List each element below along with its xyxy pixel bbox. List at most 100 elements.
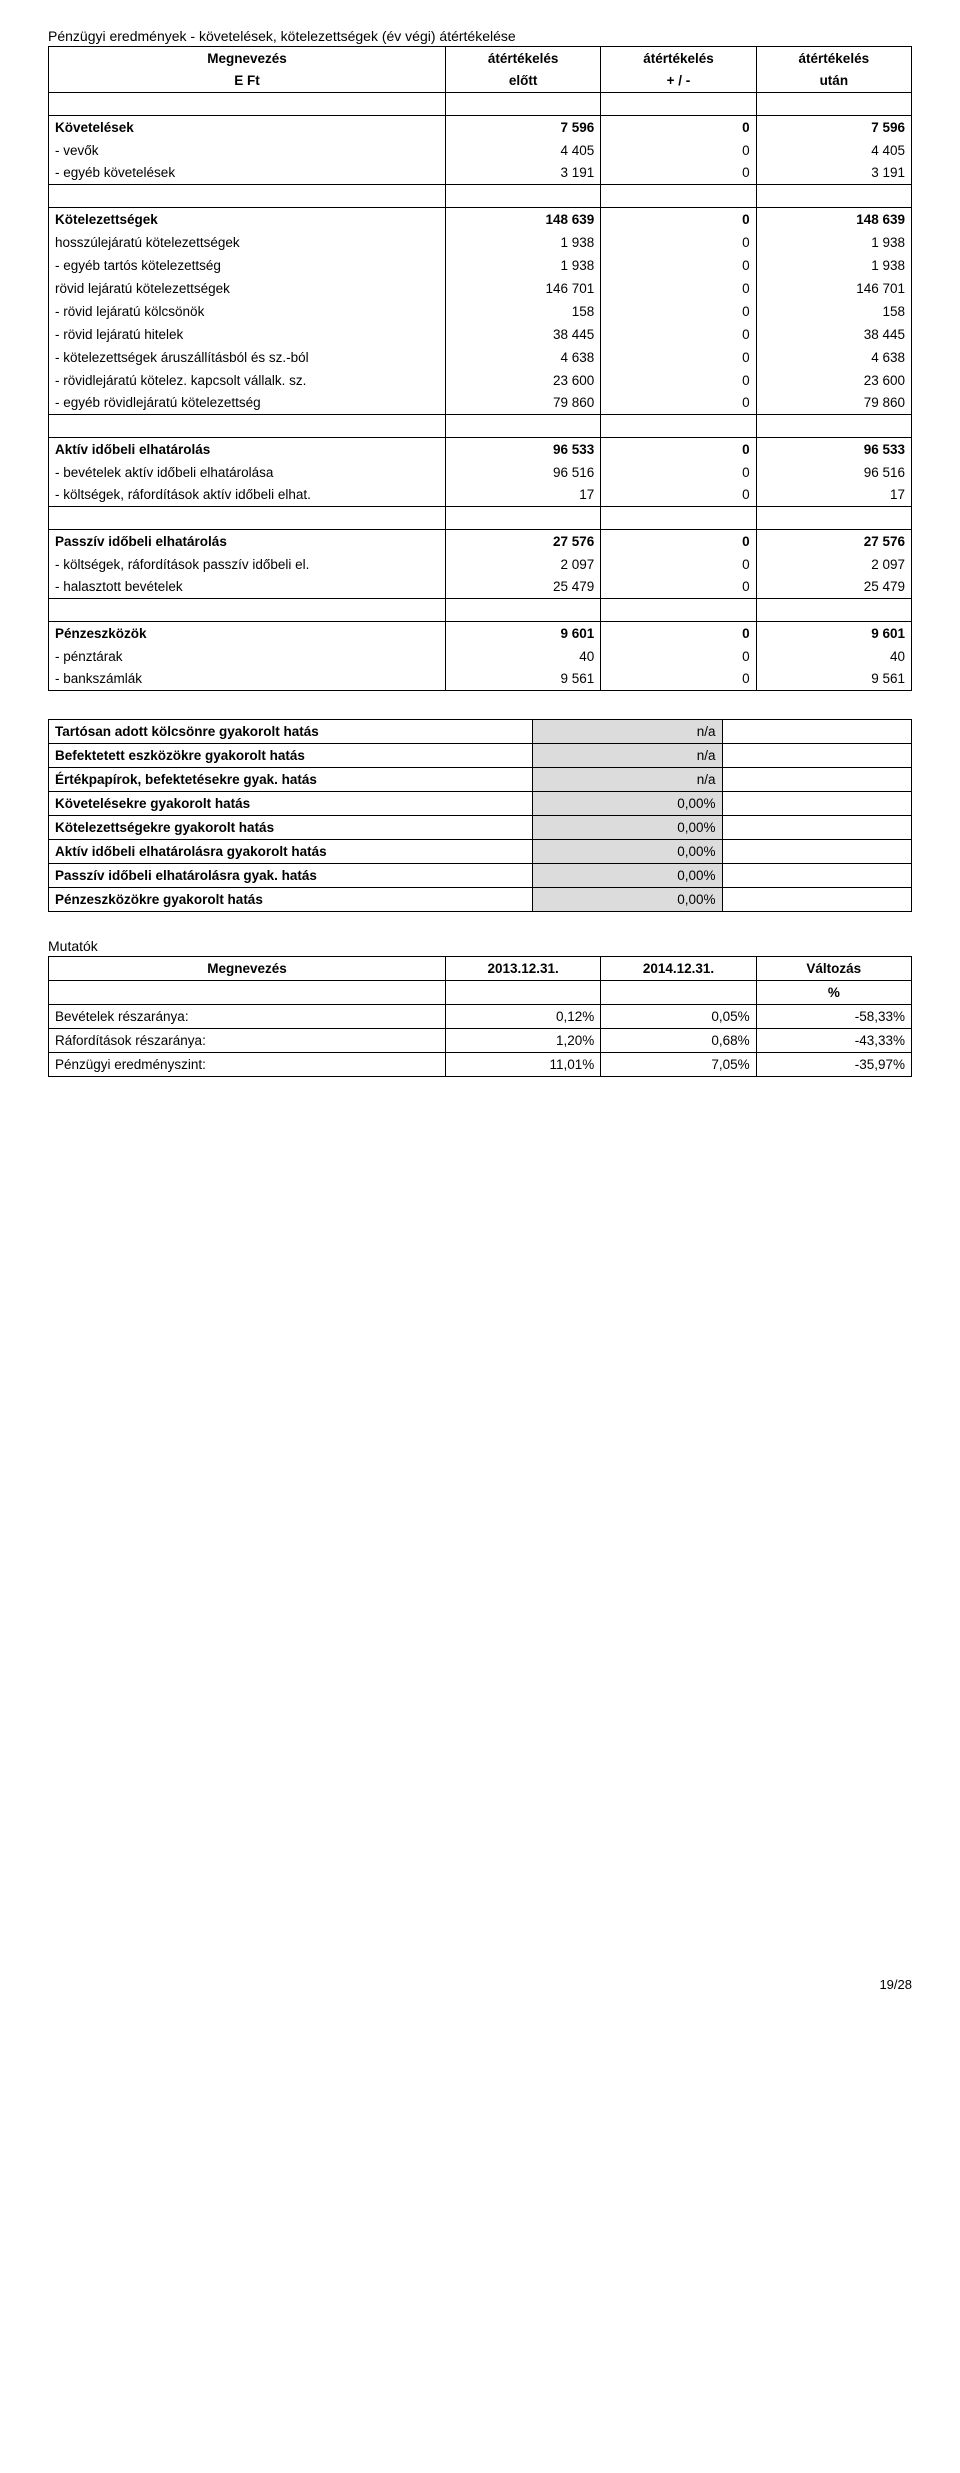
hdr-c1b: előtt	[445, 70, 600, 93]
row-value: 0	[601, 369, 756, 392]
row-label: Kötelezettségek	[49, 208, 446, 231]
impact-label: Értékpapírok, befektetésekre gyak. hatás	[49, 768, 533, 792]
row-label: - rövidlejáratú kötelez. kapcsolt vállal…	[49, 369, 446, 392]
row-value: 96 516	[756, 461, 911, 484]
table-row: - vevők4 40504 405	[49, 139, 912, 162]
impact-row: Követelésekre gyakorolt hatás0,00%	[49, 792, 912, 816]
impact-label: Befektetett eszközökre gyakorolt hatás	[49, 744, 533, 768]
row-value: 0	[601, 300, 756, 323]
row-value: 0	[601, 323, 756, 346]
impact-row: Aktív időbeli elhatárolásra gyakorolt ha…	[49, 840, 912, 864]
row-value: 23 600	[756, 369, 911, 392]
impact-row: Kötelezettségekre gyakorolt hatás0,00%	[49, 816, 912, 840]
impact-value: 0,00%	[533, 864, 722, 888]
table-row: rövid lejáratú kötelezettségek146 701014…	[49, 277, 912, 300]
mutatok-title: Mutatók	[48, 938, 912, 954]
table-row: - költségek, ráfordítások aktív időbeli …	[49, 484, 912, 507]
table-row: hosszúlejáratú kötelezettségek1 93801 93…	[49, 231, 912, 254]
row-value: 7 596	[756, 116, 911, 139]
row-value: 79 860	[756, 392, 911, 415]
row-value: 40	[756, 645, 911, 668]
row-label: Aktív időbeli elhatárolás	[49, 438, 446, 461]
hdr-megnevezes: Megnevezés	[49, 47, 446, 70]
page-number: 19/28	[48, 1977, 912, 1992]
impact-value: n/a	[533, 768, 722, 792]
mutatok-cell: -35,97%	[756, 1053, 911, 1077]
impact-value: 0,00%	[533, 816, 722, 840]
row-value: 3 191	[445, 162, 600, 185]
row-value: 148 639	[756, 208, 911, 231]
row-label: - költségek, ráfordítások passzív időbel…	[49, 553, 446, 576]
row-label: - rövid lejáratú kölcsönök	[49, 300, 446, 323]
row-value: 0	[601, 392, 756, 415]
row-label: - egyéb tartós kötelezettség	[49, 254, 446, 277]
mut-h-m: Megnevezés	[49, 957, 446, 981]
row-value: 4 405	[445, 139, 600, 162]
impact-value: n/a	[533, 744, 722, 768]
mut-h-d2: 2014.12.31.	[601, 957, 756, 981]
table-row: Passzív időbeli elhatárolás27 576027 576	[49, 530, 912, 553]
row-value: 9 601	[756, 622, 911, 645]
mutatok-row: Pénzügyi eredményszint:11,01%7,05%-35,97…	[49, 1053, 912, 1077]
row-value: 0	[601, 254, 756, 277]
mut-h-v: Változás	[756, 957, 911, 981]
impact-table: Tartósan adott kölcsönre gyakorolt hatás…	[48, 719, 912, 912]
impact-label: Kötelezettségekre gyakorolt hatás	[49, 816, 533, 840]
impact-label: Tartósan adott kölcsönre gyakorolt hatás	[49, 720, 533, 744]
mutatok-cell: Bevételek részaránya:	[49, 1005, 446, 1029]
table-row: - bankszámlák9 56109 561	[49, 668, 912, 691]
row-value: 38 445	[445, 323, 600, 346]
row-label: - egyéb rövidlejáratú kötelezettség	[49, 392, 446, 415]
row-value: 9 561	[445, 668, 600, 691]
page-title: Pénzügyi eredmények - követelések, kötel…	[48, 28, 912, 44]
impact-value: 0,00%	[533, 792, 722, 816]
row-value: 27 576	[756, 530, 911, 553]
impact-row: Pénzeszközökre gyakorolt hatás0,00%	[49, 888, 912, 912]
row-value: 4 405	[756, 139, 911, 162]
row-label: - halasztott bevételek	[49, 576, 446, 599]
table-row: Pénzeszközök9 60109 601	[49, 622, 912, 645]
row-value: 1 938	[756, 254, 911, 277]
row-value: 0	[601, 622, 756, 645]
table-row: Kötelezettségek148 6390148 639	[49, 208, 912, 231]
row-value: 0	[601, 139, 756, 162]
hdr-c3a: átértékelés	[756, 47, 911, 70]
row-value: 0	[601, 530, 756, 553]
row-value: 0	[601, 668, 756, 691]
row-value: 1 938	[445, 231, 600, 254]
row-value: 0	[601, 484, 756, 507]
impact-row: Értékpapírok, befektetésekre gyak. hatás…	[49, 768, 912, 792]
row-label: - kötelezettségek áruszállításból és sz.…	[49, 346, 446, 369]
row-value: 79 860	[445, 392, 600, 415]
table-row: - rövidlejáratú kötelez. kapcsolt vállal…	[49, 369, 912, 392]
row-label: hosszúlejáratú kötelezettségek	[49, 231, 446, 254]
table-row: - egyéb rövidlejáratú kötelezettség79 86…	[49, 392, 912, 415]
main-table: Megnevezés átértékelés átértékelés átért…	[48, 46, 912, 691]
row-value: 4 638	[756, 346, 911, 369]
row-value: 38 445	[756, 323, 911, 346]
table-row: - bevételek aktív időbeli elhatárolása 96…	[49, 461, 912, 484]
row-value: 146 701	[445, 277, 600, 300]
mutatok-cell: Ráfordítások részaránya:	[49, 1029, 446, 1053]
row-value: 0	[601, 461, 756, 484]
mutatok-cell: 0,68%	[601, 1029, 756, 1053]
table-row: - költségek, ráfordítások passzív időbel…	[49, 553, 912, 576]
row-label: - bevételek aktív időbeli elhatárolása	[49, 461, 446, 484]
row-value: 158	[445, 300, 600, 323]
row-label: - rövid lejáratú hitelek	[49, 323, 446, 346]
impact-value: 0,00%	[533, 888, 722, 912]
row-value: 1 938	[445, 254, 600, 277]
mut-h-blank	[49, 981, 446, 1005]
row-label: - egyéb követelések	[49, 162, 446, 185]
row-value: 27 576	[445, 530, 600, 553]
row-value: 9 561	[756, 668, 911, 691]
table-row: - rövid lejáratú hitelek38 445038 445	[49, 323, 912, 346]
row-value: 0	[601, 231, 756, 254]
row-value: 0	[601, 208, 756, 231]
hdr-c3b: után	[756, 70, 911, 93]
mutatok-cell: 11,01%	[445, 1053, 600, 1077]
row-value: 146 701	[756, 277, 911, 300]
table-row: - egyéb követelések3 19103 191	[49, 162, 912, 185]
hdr-c2a: átértékelés	[601, 47, 756, 70]
row-value: 25 479	[445, 576, 600, 599]
